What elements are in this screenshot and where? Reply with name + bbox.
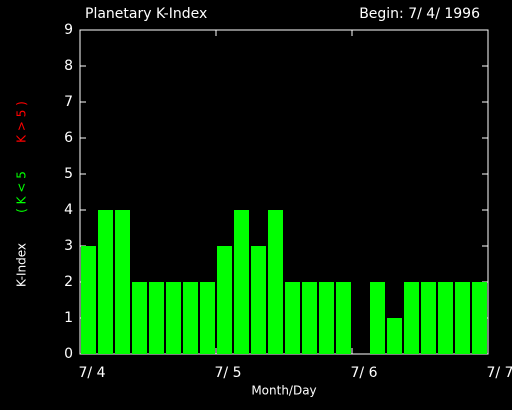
legend-label: K > 5 ): [15, 101, 29, 143]
bar: [319, 282, 334, 354]
bar: [183, 282, 198, 354]
x-tick-label: 7/ 7: [487, 365, 512, 381]
chart-title: Planetary K-Index: [85, 6, 207, 22]
y-tick-label: 3: [64, 238, 73, 254]
bar: [234, 210, 249, 354]
y-tick-label: 1: [64, 310, 73, 326]
y-tick-label: 9: [64, 22, 73, 38]
bar: [455, 282, 470, 354]
x-tick-label: 7/ 4: [79, 365, 106, 381]
legend-label: ( K < 5: [15, 171, 29, 213]
y-axis-label: K-Index: [15, 243, 29, 287]
bar: [251, 246, 266, 354]
bar: [302, 282, 317, 354]
bar: [472, 282, 487, 354]
y-tick-label: 7: [64, 94, 73, 110]
y-tick-label: 2: [64, 274, 73, 290]
y-tick-label: 5: [64, 166, 73, 182]
bar: [81, 246, 96, 354]
bar: [421, 282, 436, 354]
plot-frame: [79, 29, 489, 355]
x-tick-label: 7/ 6: [351, 365, 378, 381]
bar: [132, 282, 147, 354]
bar: [404, 282, 419, 354]
bar: [438, 282, 453, 354]
bar: [370, 282, 385, 354]
y-tick-label: 8: [64, 58, 73, 74]
x-tick-label: 7/ 5: [215, 365, 242, 381]
bar: [387, 318, 402, 354]
bar: [166, 282, 181, 354]
bar: [268, 210, 283, 354]
bar: [115, 210, 130, 354]
bar: [217, 246, 232, 354]
bar: [336, 282, 351, 354]
y-tick-label: 6: [64, 130, 73, 146]
bar: [285, 282, 300, 354]
chart-subtitle: Begin: 7/ 4/ 1996: [359, 6, 480, 22]
bar: [149, 282, 164, 354]
y-tick-label: 0: [64, 346, 73, 362]
x-axis-label: Month/Day: [251, 384, 316, 398]
bar: [200, 282, 215, 354]
bar: [98, 210, 113, 354]
y-tick-label: 4: [64, 202, 73, 218]
